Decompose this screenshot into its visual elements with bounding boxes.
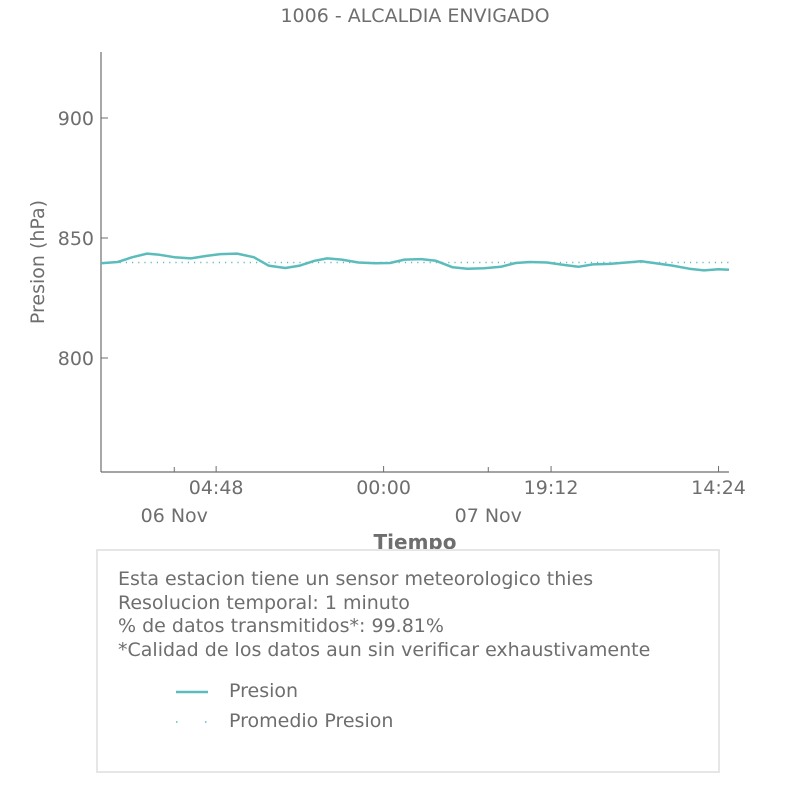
x-tick-label: 14:24 [691, 477, 746, 499]
y-tick-label: 900 [58, 108, 94, 130]
info-line-quality-note: *Calidad de los datos aun sin verificar … [118, 639, 651, 661]
legend-label-promedio: Promedio Presion [229, 710, 394, 732]
legend-label-presion: Presion [229, 680, 299, 702]
legend-dotted-line-icon [176, 721, 208, 723]
date-label: 07 Nov [455, 505, 522, 527]
chart-title: 1006 - ALCALDIA ENVIGADO [280, 5, 549, 27]
x-tick-label: 04:48 [189, 477, 244, 499]
x-axis-label: Tiempo [374, 530, 457, 550]
date-label: 06 Nov [141, 505, 208, 527]
y-tick-label: 850 [58, 228, 94, 250]
x-tick-label: 00:00 [356, 477, 411, 499]
x-tick-label: 19:12 [524, 477, 579, 499]
info-line-transmitted: % de datos transmitidos*: 99.81% [118, 615, 444, 637]
y-tick-label: 800 [58, 348, 94, 370]
info-line-resolution: Resolucion temporal: 1 minuto [118, 592, 410, 614]
legend-solid-line-icon [176, 690, 208, 694]
info-legend-box: Esta estacion tiene un sensor meteorolog… [96, 549, 720, 773]
pressure-chart: 1006 - ALCALDIA ENVIGADO Presion (hPa) T… [27, 5, 746, 550]
y-axis-label: Presion (hPa) [27, 200, 49, 324]
info-line-sensor: Esta estacion tiene un sensor meteorolog… [118, 568, 594, 590]
